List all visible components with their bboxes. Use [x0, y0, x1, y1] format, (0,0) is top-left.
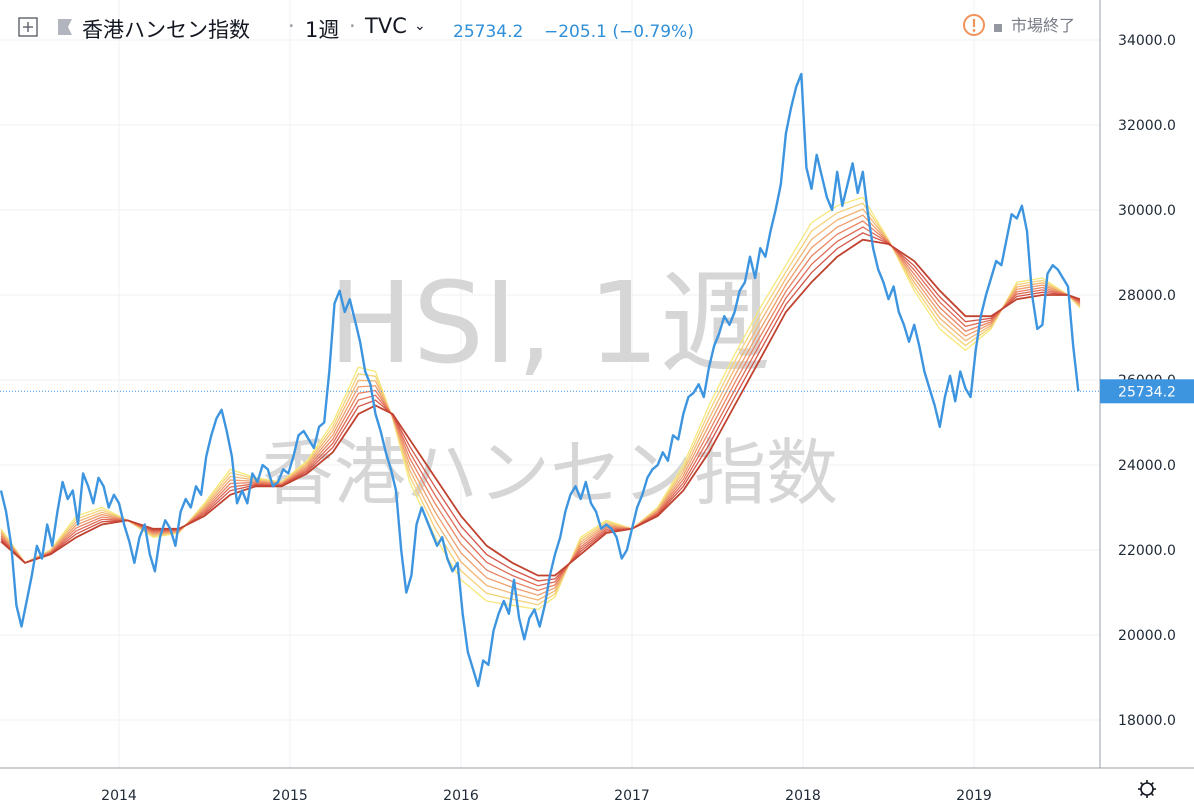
- chevron-down-icon[interactable]: ⌄: [414, 18, 426, 34]
- grid-lines: [0, 0, 1100, 768]
- watermark-symbol: HSI, 1週: [329, 259, 772, 389]
- expand-plus-icon[interactable]: [18, 17, 38, 42]
- price-axis-label: 34000.0: [1118, 33, 1176, 49]
- settings-gear-icon[interactable]: [1138, 780, 1156, 798]
- watermark-name: 香港ハンセン指数: [262, 431, 838, 515]
- time-axis-label: 2019: [956, 788, 992, 804]
- interval-label[interactable]: 1週: [305, 18, 340, 42]
- status-square-icon: [994, 19, 1004, 38]
- warning-icon[interactable]: [962, 13, 986, 42]
- price-series: [0, 72, 1080, 688]
- last-price: 25734.2: [453, 22, 524, 42]
- svg-text:25734.2: 25734.2: [1118, 384, 1176, 400]
- separator-dot: ·: [288, 14, 295, 38]
- time-axis-label: 2015: [272, 788, 308, 804]
- price-axis-label: 30000.0: [1118, 203, 1176, 219]
- price-axis-label: 32000.0: [1118, 118, 1176, 134]
- time-axis-label: 2016: [443, 788, 479, 804]
- time-axis-label: 2014: [101, 788, 137, 804]
- last-price-badge: 25734.2: [1100, 379, 1194, 404]
- separator-dot: ·: [349, 14, 356, 38]
- chart-header: 香港ハンセン指数 · 1週 · TVC ⌄ 25734.2 −205.1 (−0…: [0, 0, 1100, 60]
- price-axis-label: 18000.0: [1118, 713, 1176, 729]
- price-change: −205.1 (−0.79%): [544, 22, 694, 42]
- price-axis-label: 20000.0: [1118, 628, 1176, 644]
- exchange-label[interactable]: TVC: [365, 14, 407, 38]
- price-axis-label: 28000.0: [1118, 288, 1176, 304]
- symbol-name[interactable]: 香港ハンセン指数: [82, 18, 250, 42]
- flag-icon[interactable]: [56, 17, 74, 42]
- price-axis-label: 24000.0: [1118, 458, 1176, 474]
- price-line: [0, 72, 1080, 688]
- market-status: 市場終了: [1011, 16, 1076, 35]
- ema-line: [0, 238, 1081, 577]
- ema-ribbon: [0, 196, 1081, 611]
- price-axis-label: 22000.0: [1118, 543, 1176, 559]
- time-axis[interactable]: 2014 2015 2016 2017 2018 2019: [101, 788, 992, 804]
- time-axis-label: 2017: [614, 788, 650, 804]
- time-axis-label: 2018: [785, 788, 821, 804]
